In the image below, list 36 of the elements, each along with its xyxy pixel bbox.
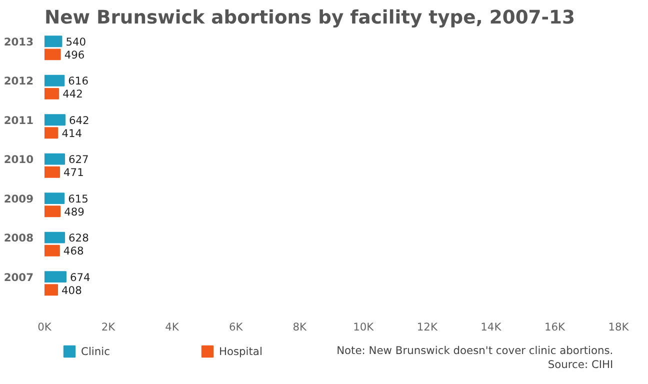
y-tick-label: 2008 <box>4 232 34 245</box>
x-tick-label: 2K <box>101 320 116 334</box>
data-label: 408 <box>62 284 82 297</box>
x-tick-label: 14K <box>480 320 502 334</box>
data-label: 414 <box>62 126 82 140</box>
data-label: 674 <box>70 270 91 284</box>
y-tick-label: 2012 <box>4 74 34 88</box>
source-note: Source: CIHI <box>548 358 614 371</box>
data-label: 628 <box>68 232 90 245</box>
data-label: 489 <box>64 205 85 218</box>
data-label: 471 <box>64 166 84 180</box>
data-label: 468 <box>63 244 84 258</box>
legend-label: Clinic <box>81 344 110 358</box>
data-label: 627 <box>68 153 89 166</box>
x-tick-label: 18K <box>608 320 630 334</box>
data-label: 442 <box>62 88 83 101</box>
x-tick-label: 16K <box>544 320 566 334</box>
x-tick-label: 12K <box>416 320 438 334</box>
x-tick-label: 4K <box>165 320 180 334</box>
data-label: 642 <box>68 114 90 127</box>
x-tick-label: 6K <box>228 320 244 334</box>
legend-label: Hospital <box>218 344 262 358</box>
data-label: 615 <box>68 192 88 206</box>
data-label: 496 <box>64 48 85 62</box>
data-label: 540 <box>66 35 86 48</box>
y-tick-label: 2007 <box>4 270 34 284</box>
text: Note: New Brunswick doesn't cover clinic abortions. <box>336 344 614 357</box>
chart-title: New Brunswick abortions by facility type, 2007-13 <box>44 8 575 28</box>
y-tick-label: 2013 <box>4 35 34 48</box>
y-tick-label: 2011 <box>4 114 34 127</box>
x-tick-label: 8K <box>292 320 308 334</box>
y-tick-label: 2010 <box>4 153 34 166</box>
x-tick-label: 0K <box>38 320 52 334</box>
x-tick-label: 10K <box>353 320 375 334</box>
y-tick-label: 2009 <box>4 192 34 206</box>
data-label: 616 <box>68 74 89 88</box>
